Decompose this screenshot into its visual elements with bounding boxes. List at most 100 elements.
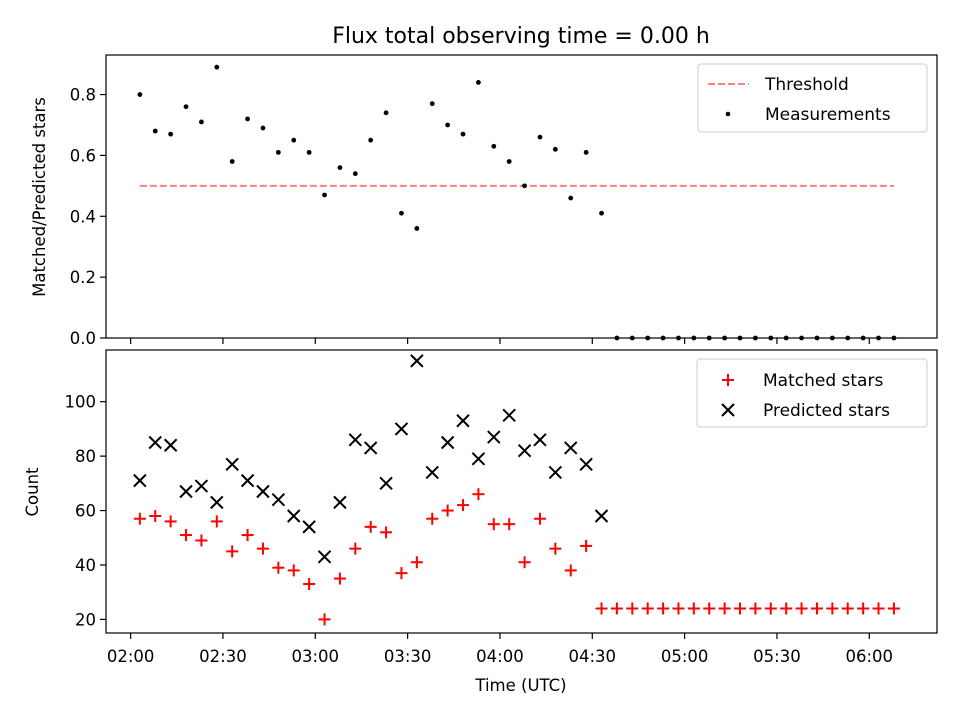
x-tick-label: 05:00 bbox=[661, 647, 709, 666]
measurement-point bbox=[706, 335, 712, 341]
top-y-tick-label: 0.8 bbox=[70, 86, 96, 105]
measurement-point bbox=[829, 335, 835, 341]
measurement-point bbox=[799, 335, 804, 341]
predicted-star-point bbox=[148, 435, 162, 450]
predicted-star-point bbox=[502, 408, 516, 423]
measurement-point bbox=[245, 116, 250, 122]
top-y-axis: 0.0 0.2 0.4 0.6 0.8 bbox=[70, 86, 106, 348]
bottom-legend-box bbox=[696, 358, 928, 428]
matched-star-point bbox=[641, 602, 654, 615]
predicted-star-point bbox=[271, 492, 286, 507]
measurement-point bbox=[599, 210, 604, 216]
measurement-point bbox=[753, 335, 758, 341]
predicted-star-point bbox=[240, 473, 255, 488]
matched-star-point bbox=[872, 602, 885, 615]
x-tick-label: 02:00 bbox=[107, 647, 155, 666]
predicted-star-point bbox=[302, 520, 316, 534]
matched-star-point bbox=[210, 515, 223, 528]
predicted-star-point bbox=[163, 438, 178, 452]
matched-star-point bbox=[303, 578, 316, 591]
matched-star-point bbox=[887, 602, 900, 615]
predicted-star-point bbox=[225, 457, 239, 471]
measurement-point bbox=[552, 146, 558, 152]
predicted-star-point bbox=[194, 479, 209, 493]
matched-star-point bbox=[487, 518, 500, 531]
matched-star-point bbox=[441, 504, 454, 517]
measurement-point bbox=[814, 335, 820, 341]
measurement-point bbox=[768, 335, 774, 341]
bottom-axes-frame bbox=[105, 349, 938, 634]
measurement-point bbox=[783, 335, 789, 341]
legend-predicted-label: Predicted stars bbox=[763, 401, 890, 421]
matched-star-point bbox=[195, 534, 208, 547]
chart-title: Flux total observing time = 0.00 h bbox=[332, 24, 710, 49]
matched-star-point bbox=[810, 602, 823, 615]
measurement-point bbox=[322, 192, 327, 198]
x-tick-label: 06:00 bbox=[846, 647, 894, 666]
bottom-y-axis: 20 40 60 80 100 bbox=[65, 393, 106, 629]
matched-star-point bbox=[549, 542, 562, 555]
measurement-point bbox=[860, 335, 866, 341]
matched-star-point bbox=[703, 602, 716, 615]
bottom-y-tick-label: 100 bbox=[65, 393, 97, 412]
measurement-point bbox=[568, 195, 574, 201]
x-axis: 02:00 02:30 03:00 03:30 04:00 04:30 05:00 05:30… bbox=[107, 338, 893, 666]
matched-star-point bbox=[164, 515, 177, 528]
measurement-point bbox=[291, 137, 297, 143]
top-y-tick-label: 0.6 bbox=[70, 146, 96, 165]
measurement-point bbox=[229, 159, 235, 164]
legend-measurements-swatch bbox=[725, 111, 731, 117]
predicted-star-point bbox=[363, 441, 378, 455]
matched-star-point bbox=[764, 602, 777, 615]
predicted-star-point bbox=[440, 435, 455, 450]
matched-star-point bbox=[395, 567, 408, 580]
bottom-plot-area bbox=[133, 354, 900, 626]
measurement-point bbox=[429, 101, 435, 107]
matched-star-point bbox=[672, 602, 685, 615]
measurement-point bbox=[891, 335, 897, 341]
measurement-point bbox=[660, 335, 666, 341]
predicted-star-point bbox=[379, 476, 393, 491]
measurement-point bbox=[445, 122, 451, 128]
bottom-y-tick-label: 60 bbox=[75, 502, 96, 521]
measurement-point bbox=[368, 137, 374, 143]
top-y-tick-label: 0.2 bbox=[70, 268, 96, 287]
predicted-star-point bbox=[456, 414, 470, 428]
predicted-star-point bbox=[179, 484, 193, 499]
predicted-star-point bbox=[548, 465, 563, 480]
measurement-point bbox=[583, 149, 589, 155]
matched-star-point bbox=[472, 488, 485, 501]
predicted-star-point bbox=[287, 509, 301, 523]
matched-star-point bbox=[226, 545, 239, 558]
matched-star-point bbox=[626, 602, 639, 615]
matched-star-point bbox=[503, 518, 516, 531]
measurement-point bbox=[676, 335, 681, 341]
matched-star-point bbox=[780, 602, 793, 615]
measurement-point bbox=[352, 171, 358, 177]
x-axis-label: Time (UTC) bbox=[474, 676, 566, 695]
x-tick-label: 03:00 bbox=[292, 647, 340, 666]
legend-measurements-label: Measurements bbox=[765, 105, 891, 125]
top-y-tick-label: 0.0 bbox=[70, 329, 96, 348]
measurement-point bbox=[737, 335, 743, 341]
matched-star-point bbox=[426, 512, 439, 525]
matched-star-point bbox=[533, 512, 546, 525]
legend-matched-label: Matched stars bbox=[763, 371, 883, 391]
measurement-point bbox=[214, 64, 220, 70]
matched-star-point bbox=[595, 602, 608, 615]
bottom-y-axis-label: Count bbox=[23, 467, 42, 517]
measurement-point bbox=[383, 110, 389, 116]
top-legend-box bbox=[697, 63, 928, 133]
measurement-point bbox=[275, 149, 281, 155]
matched-star-point bbox=[149, 509, 162, 522]
matched-star-point bbox=[287, 564, 300, 577]
legend-predicted-swatch bbox=[721, 403, 735, 417]
matched-star-point bbox=[349, 542, 362, 555]
x-tick-label: 04:00 bbox=[476, 647, 524, 666]
matched-star-point bbox=[380, 526, 393, 539]
matched-star-point bbox=[180, 529, 193, 542]
measurement-point bbox=[506, 159, 512, 164]
x-tick-label: 04:30 bbox=[569, 647, 617, 666]
matched-star-point bbox=[610, 602, 623, 615]
matched-star-point bbox=[841, 602, 854, 615]
